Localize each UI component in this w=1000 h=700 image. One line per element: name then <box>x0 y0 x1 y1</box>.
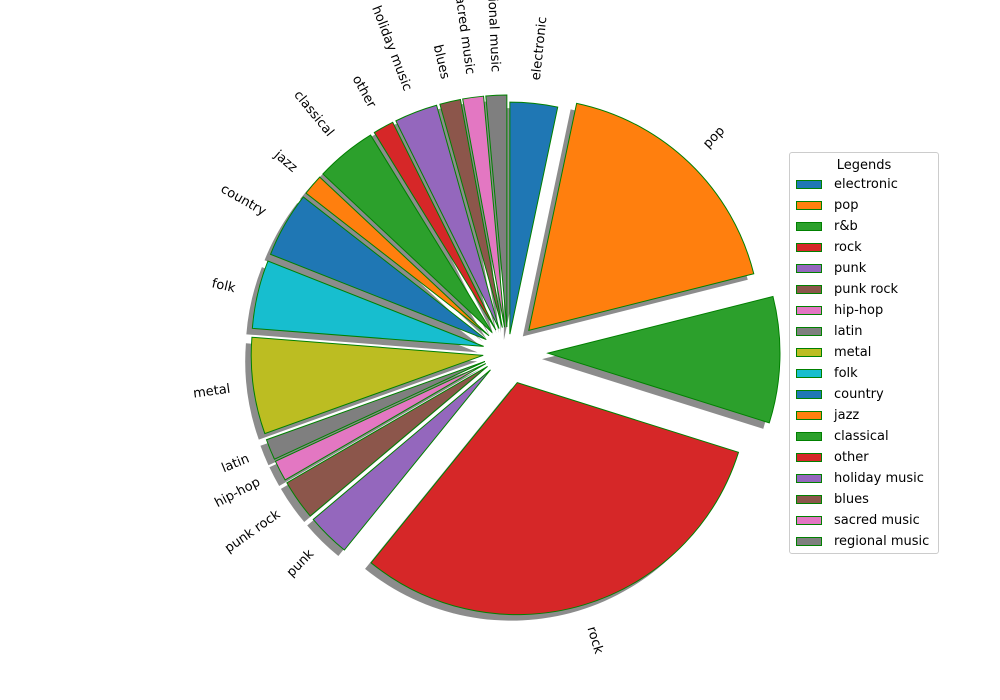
pie-slice-hip-hop <box>274 363 487 481</box>
legend-swatch <box>796 243 822 252</box>
legend-label: country <box>834 387 884 402</box>
pie-slice-rock <box>370 382 740 616</box>
legend-item-punk-rock: punk rock <box>790 279 938 300</box>
pie-slice-blues <box>439 98 503 328</box>
pie-slice-electronic <box>509 101 559 335</box>
slice-label-latin: latin <box>220 451 252 476</box>
legend-item-r-b: r&b <box>790 216 938 237</box>
slice-label-punk-rock: punk rock <box>222 507 283 556</box>
pie-slice-metal <box>250 336 484 435</box>
legend-label: classical <box>834 429 889 444</box>
legend-label: rock <box>834 240 862 255</box>
legend-label: regional music <box>834 534 930 549</box>
slice-label-blues: blues <box>430 43 453 81</box>
legend-item-punk: punk <box>790 258 938 279</box>
slice-label-pop: pop <box>700 124 728 152</box>
legend-item-pop: pop <box>790 195 938 216</box>
legend-swatch <box>796 285 822 294</box>
slice-label-sacred-music: sacred music <box>451 0 478 75</box>
pie-slice-r-b <box>546 295 781 424</box>
slice-label-other: other <box>349 73 379 111</box>
legend-swatch <box>796 474 822 483</box>
slice-label-hip-hop: hip-hop <box>212 475 263 511</box>
pie-slice-punk-rock <box>286 365 488 517</box>
pie-slice-regional-music <box>485 94 508 328</box>
legend-item-metal: metal <box>790 342 938 363</box>
legend-label: metal <box>834 345 872 360</box>
legend-swatch <box>796 537 822 546</box>
slice-label-punk: punk <box>284 546 318 580</box>
legend-item-hip-hop: hip-hop <box>790 300 938 321</box>
legend-item-country: country <box>790 384 938 405</box>
pie-slice-pop <box>528 102 755 332</box>
legend-item-jazz: jazz <box>790 405 938 426</box>
legend-title: Legends <box>836 158 892 173</box>
legend-item-other: other <box>790 447 938 468</box>
legend-swatch <box>796 180 822 189</box>
legend-label: latin <box>834 324 863 339</box>
legend-label: electronic <box>834 177 898 192</box>
legend: Legends electronic pop r&b rock punk punk roc… <box>789 152 939 554</box>
slice-label-classical: classical <box>290 88 336 140</box>
slice-label-rock: rock <box>584 625 606 656</box>
legend-swatch <box>796 327 822 336</box>
legend-label: r&b <box>834 219 858 234</box>
legend-label: sacred music <box>834 513 920 528</box>
legend-item-regional-music: regional music <box>790 531 938 552</box>
slice-label-folk: folk <box>210 276 237 296</box>
legend-item-folk: folk <box>790 363 938 384</box>
slice-label-metal: metal <box>192 382 231 402</box>
pie-slice-jazz <box>305 176 490 337</box>
legend-list: electronic pop r&b rock punk punk rock hip-hop… <box>790 174 938 552</box>
pie-slice-folk <box>251 260 484 347</box>
legend-swatch <box>796 516 822 525</box>
pie-slice-other <box>373 121 497 331</box>
legend-label: folk <box>834 366 858 381</box>
legend-item-holiday-music: holiday music <box>790 468 938 489</box>
legend-label: other <box>834 450 869 465</box>
legend-swatch <box>796 348 822 357</box>
legend-item-sacred-music: sacred music <box>790 510 938 531</box>
legend-label: jazz <box>834 408 860 423</box>
pie-slice-punk <box>312 369 491 551</box>
legend-swatch <box>796 432 822 441</box>
pie-slice-holiday-music <box>395 104 500 329</box>
slice-label-electronic: electronic <box>529 16 551 81</box>
legend-item-latin: latin <box>790 321 938 342</box>
legend-label: punk rock <box>834 282 899 297</box>
slice-label-regional-music: regional music <box>483 0 502 72</box>
legend-swatch <box>796 222 822 231</box>
legend-swatch <box>796 453 822 462</box>
legend-item-blues: blues <box>790 489 938 510</box>
legend-label: holiday music <box>834 471 924 486</box>
legend-swatch <box>796 495 822 504</box>
pie-slices <box>250 94 781 616</box>
legend-swatch <box>796 390 822 399</box>
legend-label: blues <box>834 492 869 507</box>
slice-label-jazz: jazz <box>270 147 300 176</box>
slice-label-country: country <box>218 182 269 220</box>
legend-label: punk <box>834 261 867 276</box>
pie-slice-latin <box>265 361 486 460</box>
slice-label-holiday-music: holiday music <box>368 4 414 93</box>
legend-swatch <box>796 369 822 378</box>
legend-item-classical: classical <box>790 426 938 447</box>
pie-slice-classical <box>322 134 493 334</box>
legend-swatch <box>796 201 822 210</box>
legend-item-rock: rock <box>790 237 938 258</box>
legend-label: pop <box>834 198 859 213</box>
pie-slice-country <box>269 196 487 341</box>
legend-label: hip-hop <box>834 303 884 318</box>
pie-slice-sacred-music <box>462 95 506 328</box>
legend-swatch <box>796 411 822 420</box>
legend-item-electronic: electronic <box>790 174 938 195</box>
legend-swatch <box>796 264 822 273</box>
legend-swatch <box>796 306 822 315</box>
